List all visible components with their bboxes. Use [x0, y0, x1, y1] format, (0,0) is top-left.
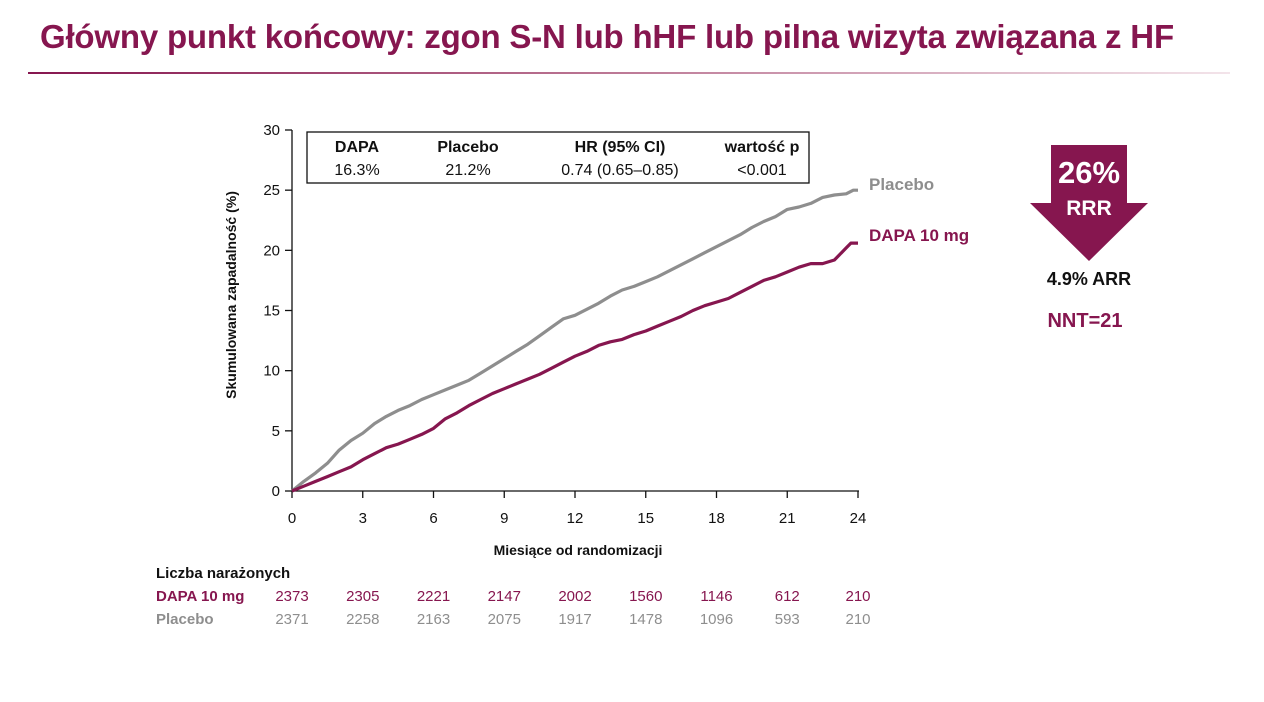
x-axis-label: Miesiące od randomizacji [494, 542, 663, 558]
at-risk-cell: 2221 [417, 588, 450, 605]
y-tick-label: 0 [272, 483, 280, 500]
y-axis-label: Skumulowana zapadalność (%) [223, 191, 239, 399]
x-tick-label: 15 [637, 510, 654, 527]
at-risk-cell: 593 [775, 611, 800, 628]
stats-value-pvalue: <0.001 [737, 162, 786, 179]
at-risk-cell: 2002 [558, 588, 591, 605]
at-risk-cell: 612 [775, 588, 800, 605]
arr-value: 4.9% ARR [1046, 269, 1132, 289]
y-tick-label: 15 [263, 303, 280, 320]
down-arrow-icon [1030, 145, 1148, 261]
y-tick-label: 5 [272, 423, 280, 440]
series-line-dapa [291, 241, 858, 493]
y-tick-label: 10 [263, 363, 280, 380]
page-title: Główny punkt końcowy: zgon S-N lub hHF l… [40, 18, 1174, 55]
at-risk-title: Liczba narażonych [156, 565, 290, 582]
at-risk-cell: 2147 [488, 588, 521, 605]
nnt-value: NNT=21 [1047, 310, 1123, 332]
stats-header-placebo: Placebo [437, 139, 499, 156]
rrr-value: 26% [1057, 155, 1121, 190]
x-tick-label: 6 [429, 510, 437, 527]
x-tick-label: 24 [850, 510, 867, 527]
series-label-placebo: Placebo [869, 175, 934, 194]
stats-header-hr: HR (95% CI) [575, 139, 666, 156]
stats-header-dapa: DAPA [335, 139, 380, 156]
at-risk-cell: 2163 [417, 611, 450, 628]
y-tick-label: 30 [263, 122, 280, 139]
at-risk-cell: 2373 [275, 588, 308, 605]
stats-table-box [306, 131, 810, 184]
stats-header-pvalue: wartość p [724, 139, 800, 156]
stats-value-hr: 0.74 (0.65–0.85) [561, 162, 678, 179]
stats-value-dapa: 16.3% [334, 162, 379, 179]
x-tick-label: 9 [500, 510, 508, 527]
rrr-label: RRR [1066, 197, 1112, 220]
series-line-placebo [290, 188, 858, 493]
at-risk-cell: 1560 [629, 588, 662, 605]
x-tick-label: 0 [288, 510, 296, 527]
at-risk-cell: 210 [845, 588, 870, 605]
at-risk-cell: 2258 [346, 611, 379, 628]
stats-value-placebo: 21.2% [445, 162, 490, 179]
at-risk-label-placebo: Placebo [156, 611, 214, 628]
x-tick-label: 12 [567, 510, 584, 527]
x-tick-label: 3 [359, 510, 367, 527]
rrr-callout: 26% RRR [1030, 145, 1148, 261]
y-tick-label: 25 [263, 182, 280, 199]
title-divider [28, 72, 1230, 74]
at-risk-cell: 1478 [629, 611, 662, 628]
at-risk-cell: 2075 [488, 611, 521, 628]
at-risk-cell: 1146 [700, 588, 732, 605]
at-risk-cell: 1096 [700, 611, 733, 628]
y-tick-label: 20 [263, 242, 280, 259]
series-label-dapa: DAPA 10 mg [869, 226, 969, 245]
at-risk-label-dapa: DAPA 10 mg [156, 588, 244, 605]
at-risk-cell: 210 [845, 611, 870, 628]
at-risk-cell: 1917 [558, 611, 591, 628]
at-risk-cell: 2305 [346, 588, 379, 605]
x-tick-label: 21 [779, 510, 796, 527]
x-tick-label: 18 [708, 510, 725, 527]
at-risk-cell: 2371 [275, 611, 308, 628]
